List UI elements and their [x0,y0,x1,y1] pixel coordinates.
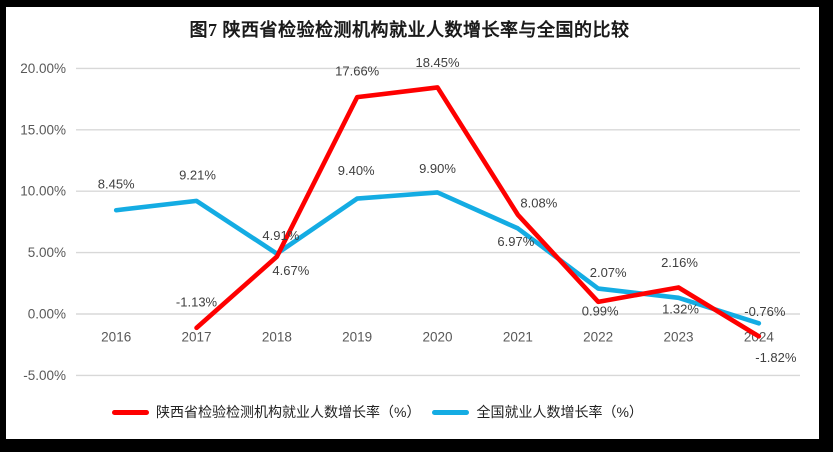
legend-label-national: 全国就业人数增长率（%） [476,404,643,420]
x-axis-tick-label: 2020 [422,330,452,345]
data-label: -0.76% [744,304,786,319]
data-label: 4.67% [272,263,309,278]
x-axis-tick-label: 2022 [583,330,613,345]
x-axis-tick-label: 2023 [663,330,693,345]
data-label: -1.82% [755,350,797,365]
data-label: 0.99% [582,303,619,318]
y-axis-tick-label: 10.00% [20,184,66,199]
data-label: 18.45% [415,55,460,70]
x-axis-tick-label: 2017 [182,330,212,345]
legend-item-national: 全国就业人数增长率（%） [432,402,643,422]
data-label: 4.91% [262,228,299,243]
data-label: -1.13% [176,294,218,309]
x-axis-tick-label: 2019 [342,330,372,345]
series-line-1 [113,190,762,326]
data-label: 1.32% [662,301,699,316]
data-label: 2.07% [590,265,627,280]
x-axis-tick-label: 2021 [503,330,533,345]
data-label: 9.90% [419,161,456,176]
y-axis-tick-label: 5.00% [28,245,66,260]
x-axis-tick-label: 2018 [262,330,292,345]
data-label: 9.21% [179,167,216,182]
x-axis-tick-label: 2016 [101,330,131,345]
y-axis-tick-label: 0.00% [28,307,66,322]
legend-item-shaanxi: 陕西省检验检测机构就业人数增长率（%） [112,402,420,422]
legend-label-shaanxi: 陕西省检验检测机构就业人数增长率（%） [156,404,421,420]
chart-panel [6,7,819,439]
red-line-legend-marker-icon [112,409,149,415]
series-line-0 [194,85,762,339]
data-label: 2.16% [661,255,698,270]
blue-line-legend-marker-icon [432,409,470,415]
chart-legend: 陕西省检验检测机构就业人数增长率（%） 全国就业人数增长率（%） [112,402,643,422]
data-label: 8.45% [98,177,135,192]
data-label: 17.66% [335,64,380,79]
y-axis-tick-label: 15.00% [20,122,66,137]
data-label: 6.97% [497,234,534,249]
data-label: 8.08% [520,195,557,210]
y-axis-tick-label: 20.00% [20,61,66,76]
data-label: 9.40% [338,163,375,178]
y-axis-tick-label: -5.00% [23,368,66,383]
chart-title: 图7 陕西省检验检测机构就业人数增长率与全国的比较 [189,20,630,40]
